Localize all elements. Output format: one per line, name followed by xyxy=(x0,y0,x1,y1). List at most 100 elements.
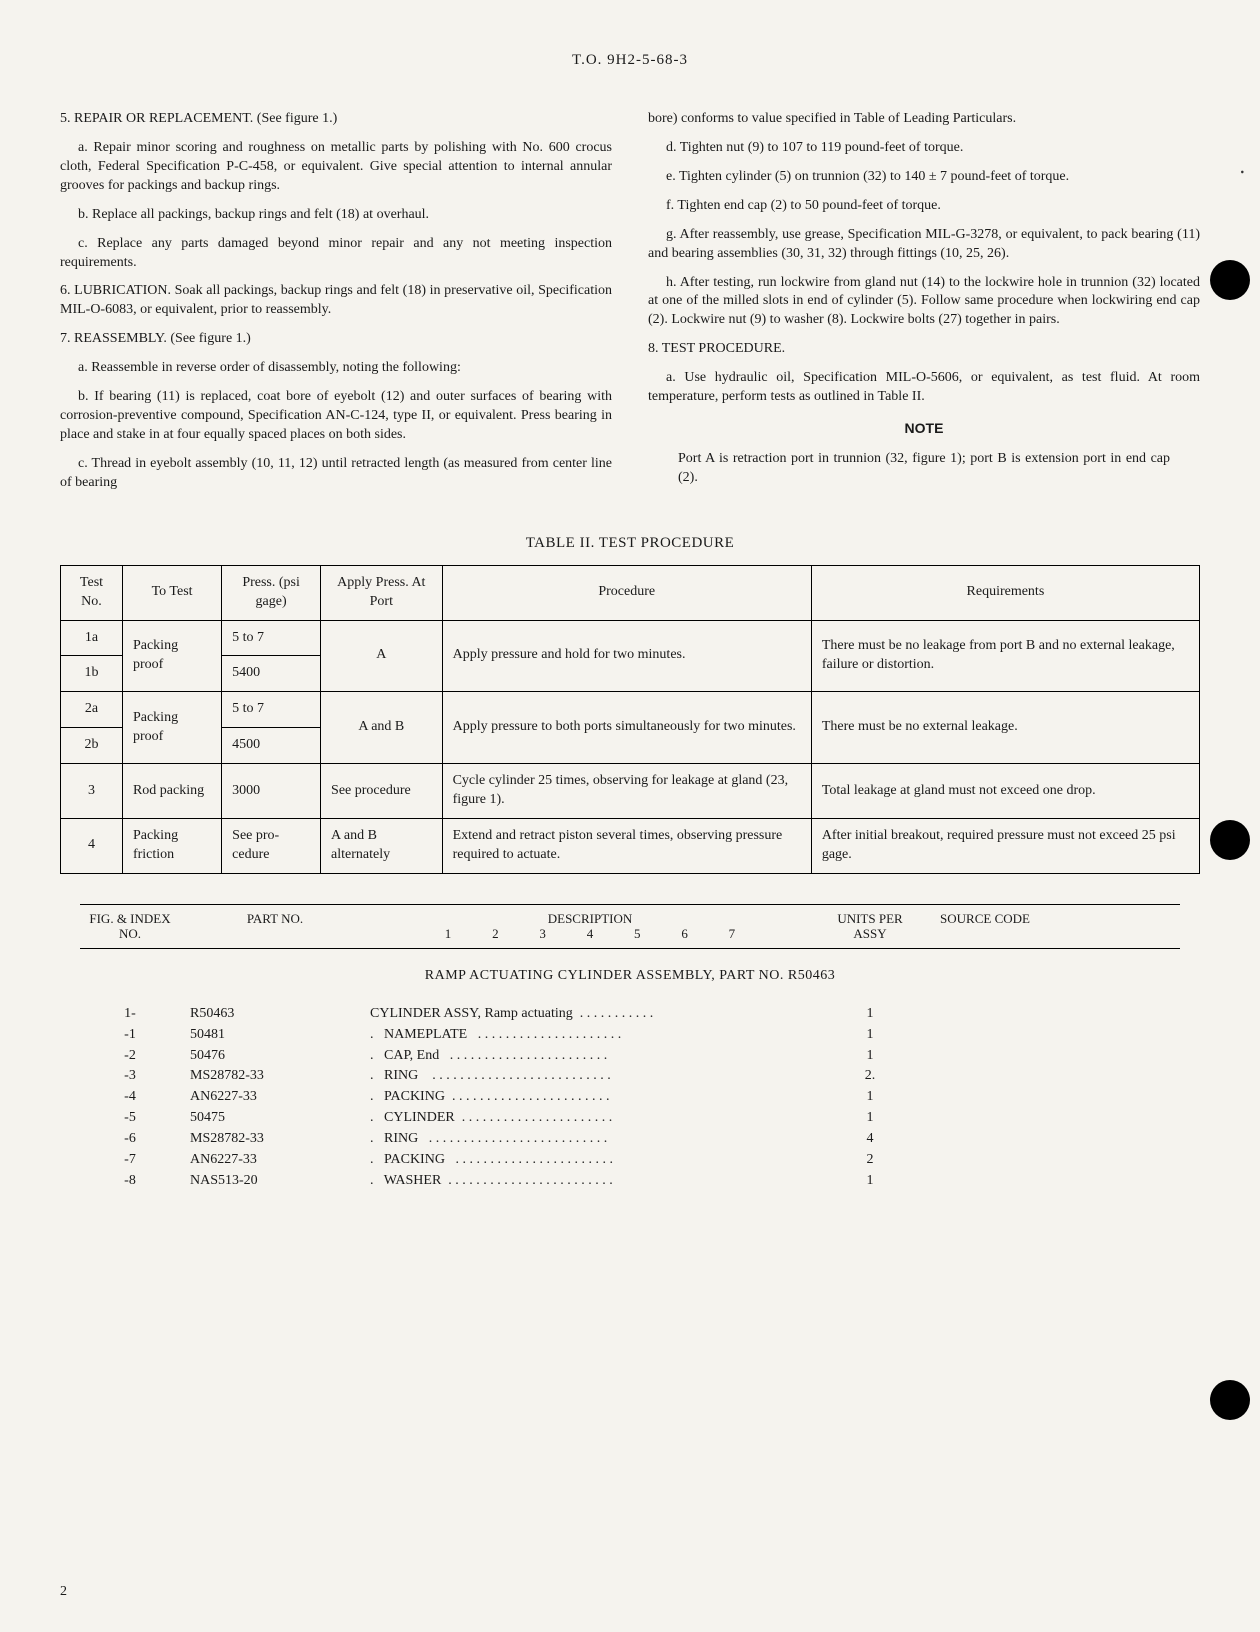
hole-punch-icon xyxy=(1210,260,1250,300)
sec-5-title: 5. REPAIR OR REPLACEMENT. (See figure 1.… xyxy=(60,110,612,129)
table-header-row: Test No. To Test Press. (psi gage) Apply… xyxy=(61,565,1200,620)
note-body: Port A is retraction port in trunnion (3… xyxy=(648,450,1200,488)
cell-4-test: Packing friction xyxy=(122,818,221,873)
row-part-no: MS28782-33 xyxy=(190,1067,360,1086)
cell-1-proc: Apply pressure and hold for two minutes. xyxy=(442,620,811,692)
edge-artifact: ⸱ xyxy=(1240,160,1245,187)
cell-2-proc: Apply pressure to both ports simultaneou… xyxy=(442,692,811,764)
ph-desc: DESCRIPTION 1 2 3 4 5 6 7 xyxy=(370,911,810,942)
n4: 4 xyxy=(587,926,594,942)
table-2-title: TABLE II. TEST PROCEDURE xyxy=(60,533,1200,553)
table-row: 3 Rod packing 3000 See procedure Cycle c… xyxy=(61,764,1200,819)
row-qty: 1 xyxy=(820,1109,920,1128)
row-source xyxy=(930,1151,1040,1170)
row-part-no: R50463 xyxy=(190,1005,360,1024)
row-part-no: 50476 xyxy=(190,1047,360,1066)
row-description: . WASHER . . . . . . . . . . . . . . . .… xyxy=(370,1172,810,1191)
cell-4-proc: Extend and retract piston several times,… xyxy=(442,818,811,873)
sec-5-b: b. Replace all packings, backup rings an… xyxy=(60,206,612,225)
sec-8-a: a. Use hydraulic oil, Specification MIL-… xyxy=(648,369,1200,407)
cell-2-test: Packing proof xyxy=(122,692,221,764)
sec-5-c: c. Replace any parts damaged beyond mino… xyxy=(60,235,612,273)
cell-1a-press: 5 to 7 xyxy=(222,620,321,656)
parts-row: -3 MS28782-33 . RING . . . . . . . . . .… xyxy=(80,1066,1180,1087)
doc-header: T.O. 9H2-5-68-3 xyxy=(60,50,1200,70)
th-press: Press. (psi gage) xyxy=(222,565,321,620)
hole-punch-icon xyxy=(1210,820,1250,860)
page-number: 2 xyxy=(60,1583,67,1602)
row-description: . CYLINDER . . . . . . . . . . . . . . .… xyxy=(370,1109,810,1128)
row-part-no: NAS513-20 xyxy=(190,1172,360,1191)
n6: 6 xyxy=(681,926,688,942)
test-procedure-table: Test No. To Test Press. (psi gage) Apply… xyxy=(60,565,1200,874)
table-row: 1a Packing proof 5 to 7 A Apply pressure… xyxy=(61,620,1200,656)
row-description: . NAMEPLATE . . . . . . . . . . . . . . … xyxy=(370,1026,810,1045)
ph-desc-label: DESCRIPTION xyxy=(370,911,810,927)
ph-units: UNITS PER ASSY xyxy=(820,911,920,942)
th-procedure: Procedure xyxy=(442,565,811,620)
th-to-test: To Test xyxy=(122,565,221,620)
row-source xyxy=(930,1130,1040,1149)
cell-1a-no: 1a xyxy=(61,620,123,656)
row-part-no: 50481 xyxy=(190,1026,360,1045)
sec-7-c: c. Thread in eyebolt assembly (10, 11, 1… xyxy=(60,455,612,493)
row-qty: 1 xyxy=(820,1026,920,1045)
row-description: . PACKING . . . . . . . . . . . . . . . … xyxy=(370,1151,810,1170)
sec-7-f: f. Tighten end cap (2) to 50 pound-feet … xyxy=(648,197,1200,216)
cell-3-press: 3000 xyxy=(222,764,321,819)
sec-7-e: e. Tighten cylinder (5) on trunnion (32)… xyxy=(648,168,1200,187)
row-part-no: MS28782-33 xyxy=(190,1130,360,1149)
cell-1-req: There must be no leakage from port B and… xyxy=(811,620,1199,692)
left-column: 5. REPAIR OR REPLACEMENT. (See figure 1.… xyxy=(60,110,612,502)
cell-4-press: See pro-cedure xyxy=(222,818,321,873)
row-index: -6 xyxy=(80,1130,180,1149)
row-description: CYLINDER ASSY, Ramp actuating . . . . . … xyxy=(370,1005,810,1024)
parts-row: -6 MS28782-33 . RING . . . . . . . . . .… xyxy=(80,1129,1180,1150)
parts-row: -4 AN6227-33 . PACKING . . . . . . . . .… xyxy=(80,1087,1180,1108)
n7: 7 xyxy=(729,926,736,942)
cell-3-no: 3 xyxy=(61,764,123,819)
parts-row: -8 NAS513-20 . WASHER . . . . . . . . . … xyxy=(80,1171,1180,1192)
ph-src: SOURCE CODE xyxy=(930,911,1040,942)
row-index: -1 xyxy=(80,1026,180,1045)
cell-4-port: A and B alternately xyxy=(321,818,443,873)
row-part-no: AN6227-33 xyxy=(190,1088,360,1107)
parts-row: -7 AN6227-33 . PACKING . . . . . . . . .… xyxy=(80,1150,1180,1171)
sec-5-a: a. Repair minor scoring and roughness on… xyxy=(60,139,612,196)
row-source xyxy=(930,1067,1040,1086)
cell-2-req: There must be no external leakage. xyxy=(811,692,1199,764)
row-index: -4 xyxy=(80,1088,180,1107)
row-qty: 1 xyxy=(820,1047,920,1066)
sec-7-b: b. If bearing (11) is replaced, coat bor… xyxy=(60,388,612,445)
table-row: 4 Packing friction See pro-cedure A and … xyxy=(61,818,1200,873)
cell-2b-no: 2b xyxy=(61,728,123,764)
row-description: . CAP, End . . . . . . . . . . . . . . .… xyxy=(370,1047,810,1066)
row-part-no: AN6227-33 xyxy=(190,1151,360,1170)
th-test-no: Test No. xyxy=(61,565,123,620)
row-description: . PACKING . . . . . . . . . . . . . . . … xyxy=(370,1088,810,1107)
hole-punch-icon xyxy=(1210,1380,1250,1420)
note-heading: NOTE xyxy=(648,419,1200,438)
row-source xyxy=(930,1047,1040,1066)
row-source xyxy=(930,1005,1040,1024)
cell-2b-press: 4500 xyxy=(222,728,321,764)
parts-list-header: FIG. & INDEX NO. PART NO. DESCRIPTION 1 … xyxy=(80,904,1180,949)
parts-rows-container: 1- R50463 CYLINDER ASSY, Ramp actuating … xyxy=(60,1004,1200,1192)
th-port: Apply Press. At Port xyxy=(321,565,443,620)
cell-3-req: Total leakage at gland must not exceed o… xyxy=(811,764,1199,819)
parts-row: -5 50475 . CYLINDER . . . . . . . . . . … xyxy=(80,1108,1180,1129)
row-index: -3 xyxy=(80,1067,180,1086)
row-index: -2 xyxy=(80,1047,180,1066)
desc-level-nums: 1 2 3 4 5 6 7 xyxy=(445,926,735,942)
th-requirements: Requirements xyxy=(811,565,1199,620)
cell-1-port: A xyxy=(321,620,443,692)
sec-7-cont: bore) conforms to value specified in Tab… xyxy=(648,110,1200,129)
row-part-no: 50475 xyxy=(190,1109,360,1128)
cell-2-port: A and B xyxy=(321,692,443,764)
parts-row: -1 50481 . NAMEPLATE . . . . . . . . . .… xyxy=(80,1025,1180,1046)
cell-1b-no: 1b xyxy=(61,656,123,692)
sec-7-g: g. After reassembly, use grease, Specifi… xyxy=(648,226,1200,264)
row-description: . RING . . . . . . . . . . . . . . . . .… xyxy=(370,1067,810,1086)
row-source xyxy=(930,1026,1040,1045)
row-index: 1- xyxy=(80,1005,180,1024)
